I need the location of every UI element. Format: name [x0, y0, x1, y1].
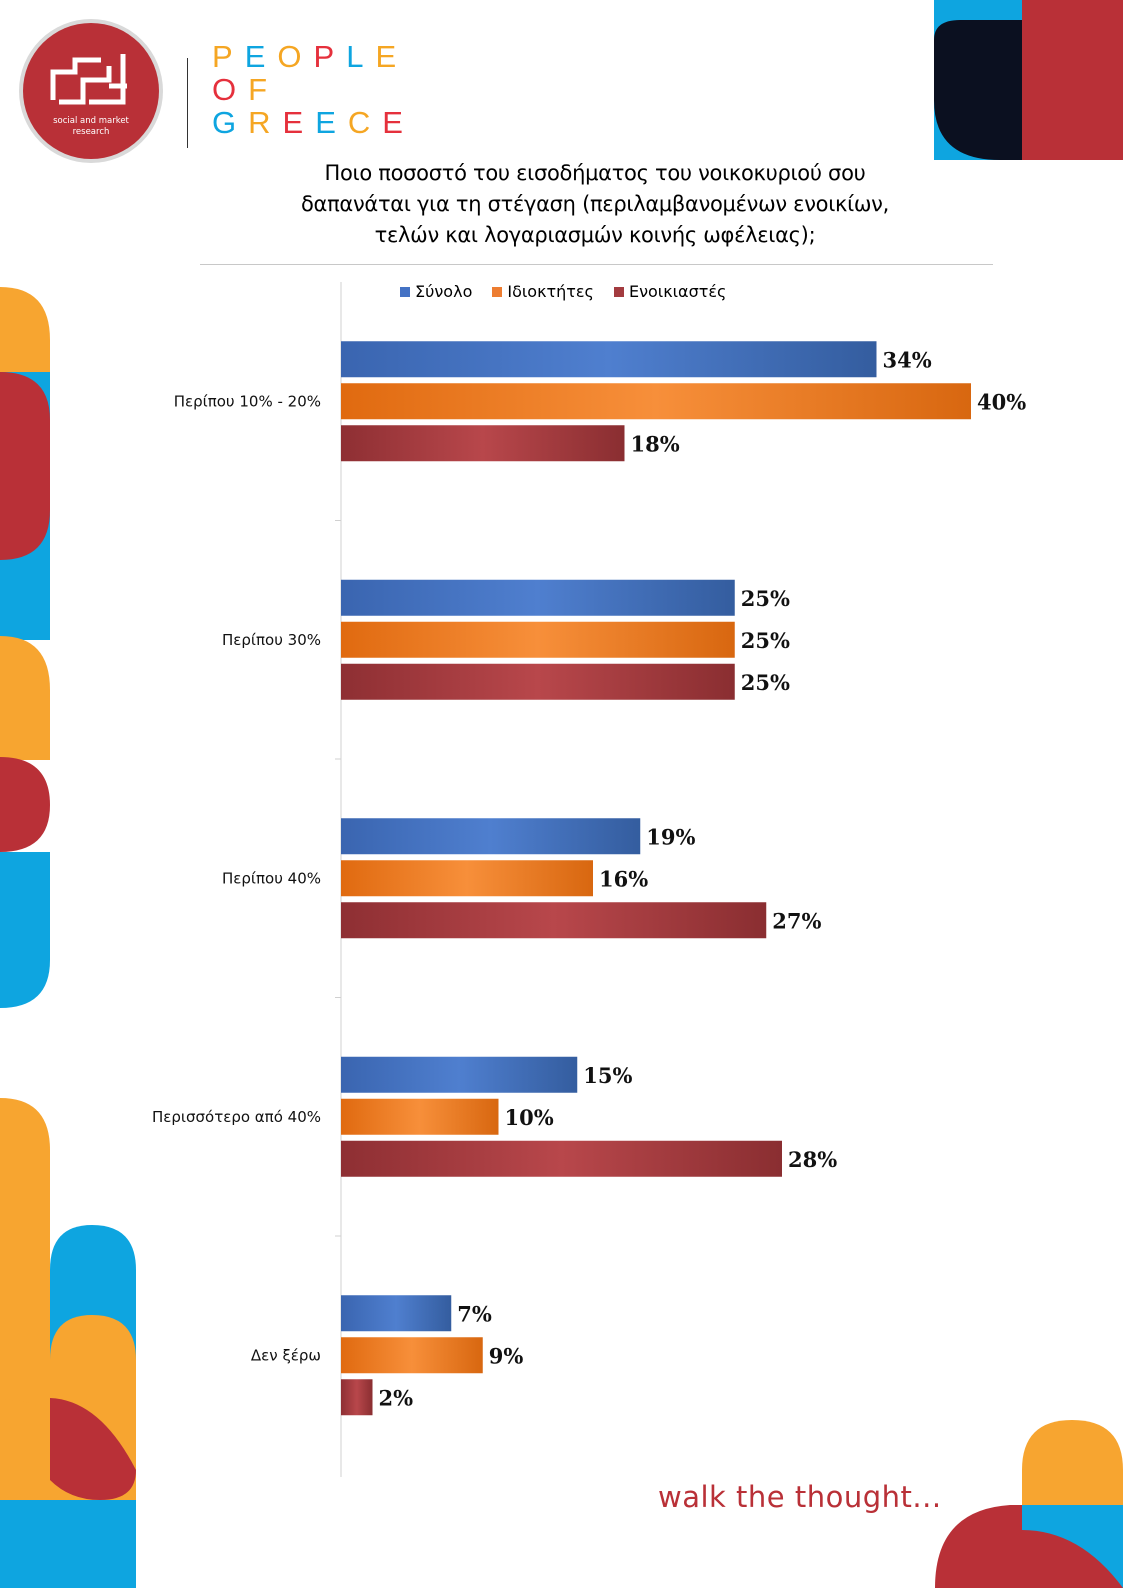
chart-title: Ποιο ποσοστό του εισοδήματος του νοικοκυ… — [200, 158, 990, 251]
brand-letter: F — [248, 72, 280, 107]
brand-line-2: OF — [212, 73, 415, 106]
brand-line-3: GREECE — [212, 106, 415, 139]
brand-letter: O — [212, 72, 249, 107]
bar — [341, 621, 735, 658]
people-of-greece-wordmark: PEOPLE OF GREECE — [212, 40, 415, 139]
bar — [341, 902, 767, 939]
legend-item-owners: Ιδιοκτήτες — [492, 282, 594, 301]
bar-value-label: 7% — [457, 1301, 492, 1326]
bar-value-label: 40% — [977, 389, 1026, 414]
bar — [341, 663, 735, 700]
category-label: Δεν ξέρω — [251, 1346, 321, 1364]
brand-letter: G — [212, 105, 249, 140]
bar-value-label: 15% — [583, 1063, 632, 1088]
logo-divider — [187, 58, 188, 148]
title-divider — [200, 264, 993, 265]
category-label: Περίπου 40% — [222, 869, 321, 887]
brand-letter: E — [375, 39, 409, 74]
brand-letter: E — [282, 105, 316, 140]
brand-letter: E — [382, 105, 415, 140]
bar-value-label: 18% — [631, 431, 680, 456]
legend-item-total: Σύνολο — [400, 282, 472, 301]
chart-legend: Σύνολο Ιδιοκτήτες Ενοικιαστές — [400, 282, 726, 301]
tagline: walk the thought... — [658, 1480, 942, 1514]
bar-value-label: 34% — [883, 347, 932, 372]
bar — [341, 1379, 373, 1416]
bar-value-label: 16% — [599, 866, 648, 891]
category-label: Περίπου 30% — [222, 631, 321, 649]
brand-letter: E — [315, 105, 348, 140]
bar-value-label: 9% — [489, 1343, 524, 1368]
brand-letter: P — [212, 39, 245, 74]
category-label: Περισσότερο από 40% — [152, 1108, 321, 1126]
bar — [341, 1337, 483, 1374]
bar — [341, 341, 877, 378]
bar — [341, 579, 735, 616]
brand-letter: C — [347, 105, 383, 140]
brand-letter: O — [277, 39, 314, 74]
bar-value-label: 2% — [379, 1385, 414, 1410]
company-logo: social and market research — [23, 23, 159, 159]
brand-letter: E — [244, 39, 278, 74]
bar — [341, 1140, 782, 1177]
chart-title-line-1: Ποιο ποσοστό του εισοδήματος του νοικοκυ… — [324, 161, 866, 185]
legend-swatch-owners — [492, 286, 503, 297]
bar — [341, 1098, 499, 1135]
bar-value-label: 25% — [741, 670, 790, 695]
brand-letter: R — [248, 105, 283, 140]
legend-item-renters: Ενοικιαστές — [613, 282, 727, 301]
bar — [341, 1295, 452, 1332]
bar-value-label: 10% — [505, 1105, 554, 1130]
bar — [341, 425, 625, 462]
bar-value-label: 19% — [646, 824, 695, 849]
legend-swatch-total — [400, 286, 410, 297]
bar-value-label: 25% — [741, 586, 790, 611]
logo-mark-icon — [50, 54, 127, 105]
chart-title-line-2: δαπανάται για τη στέγαση (περιλαμβανομέν… — [301, 192, 889, 216]
legend-swatch-renters — [613, 286, 624, 297]
bar — [341, 818, 641, 855]
chart-title-line-3: τελών και λογαριασμών κοινής ωφέλειας); — [374, 223, 816, 247]
bar-value-label: 27% — [772, 908, 821, 933]
legend-label-renters: Ενοικιαστές — [628, 282, 727, 301]
bar-value-label: 25% — [741, 628, 790, 653]
legend-label-total: Σύνολο — [415, 282, 473, 301]
bar — [341, 860, 593, 897]
brand-letter: P — [313, 39, 347, 74]
bar — [341, 1056, 578, 1093]
category-label: Περίπου 10% - 20% — [174, 392, 321, 410]
bar — [341, 383, 971, 420]
brand-line-1: PEOPLE — [212, 40, 415, 73]
brand-letter: L — [346, 39, 376, 74]
bar-value-label: 28% — [788, 1147, 837, 1172]
legend-label-owners: Ιδιοκτήτες — [507, 282, 594, 301]
logo-text: social and market research — [53, 116, 129, 137]
